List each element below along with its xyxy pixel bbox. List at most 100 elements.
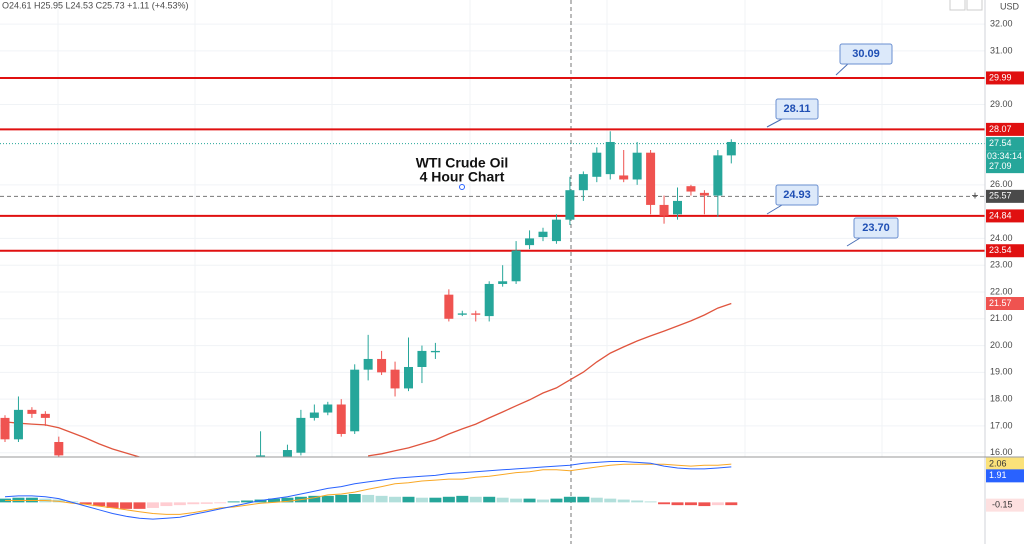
annotation: 4 Hour Chart <box>420 169 505 185</box>
callout-label: 24.93 <box>783 189 811 201</box>
price-axis: 16.00 17.00 18.00 19.00 20.00 21.00 22.00 23.00… <box>971 18 1024 512</box>
candle-body <box>390 369 400 389</box>
histogram-bar <box>671 502 684 506</box>
y-tick-label: 19.00 <box>990 367 1013 377</box>
callout-leader <box>766 118 783 128</box>
histogram-bar <box>146 502 159 508</box>
candle-body <box>296 417 306 453</box>
level-tag <box>986 71 1024 85</box>
histogram-bar <box>442 496 455 503</box>
histogram-bar <box>93 502 106 507</box>
candle-body <box>498 281 508 284</box>
candle-body <box>511 250 521 282</box>
callout-box <box>839 43 893 65</box>
callout-leader <box>846 237 861 247</box>
histogram-bar <box>617 499 630 503</box>
macd-pane <box>0 458 738 544</box>
histogram-bar <box>133 502 146 509</box>
candle-body <box>282 450 292 457</box>
currency: USD <box>1000 1 1020 11</box>
crosshair-tag-label: 25.57 <box>989 191 1012 201</box>
y-tick-label: 21.00 <box>990 313 1013 323</box>
y-tick-label: 26.00 <box>990 179 1013 189</box>
candle-body <box>619 175 629 180</box>
reference-tag-label: 27.09 <box>989 161 1012 171</box>
y-tick-label: 22.00 <box>990 286 1013 296</box>
candle-body <box>578 174 588 191</box>
histogram-bar <box>106 502 119 508</box>
candle-body <box>605 141 615 175</box>
histogram-bar <box>510 498 523 503</box>
histogram-bar <box>456 495 469 503</box>
y-tick-label: 32.00 <box>990 18 1013 28</box>
candle-body <box>430 350 440 353</box>
histogram-bar <box>604 498 617 503</box>
histogram-bar <box>711 502 724 506</box>
histogram-bar <box>550 498 563 503</box>
callout-label: 30.09 <box>852 48 880 60</box>
y-tick-label: 29.00 <box>990 99 1013 109</box>
annotation: WTI Crude Oil <box>416 155 509 171</box>
candle-body <box>444 294 454 319</box>
histogram-bar <box>523 498 536 503</box>
histogram-bar <box>160 502 173 507</box>
y-tick-label: 23.00 <box>990 260 1013 270</box>
signal-line <box>5 463 732 515</box>
candle-body <box>673 200 682 215</box>
candle-body <box>363 358 373 370</box>
histogram-bar <box>389 496 402 503</box>
annotation-anchor <box>459 184 465 190</box>
toolbar-button[interactable] <box>966 0 983 11</box>
histogram-bar <box>214 502 227 504</box>
histogram-bar <box>590 497 603 503</box>
crosshair-tag <box>986 189 1024 203</box>
histogram-bar <box>173 502 186 506</box>
level-tag <box>986 244 1024 258</box>
crosshair-plus: + <box>971 189 978 203</box>
current-price-tag <box>986 137 1024 151</box>
callout-box <box>853 217 899 239</box>
callout-leader <box>766 204 783 215</box>
histogram-bar <box>496 497 509 503</box>
histogram-bar <box>79 502 92 505</box>
candle-body <box>417 350 427 367</box>
histogram-bar <box>631 500 644 503</box>
ma-tag-label: 21.57 <box>989 298 1012 308</box>
histogram-bar <box>402 496 415 503</box>
macd-line <box>4 461 732 520</box>
callout-label: 23.70 <box>862 222 890 234</box>
ohlc-header: O24.61 H25.95 L24.53 C25.73 +1.11 (+4.53… <box>2 0 188 10</box>
ma-tag <box>986 297 1024 311</box>
candle-body <box>525 238 535 246</box>
y-tick-label: 18.00 <box>990 394 1013 404</box>
candle-body <box>484 283 494 317</box>
signal-tag-label: 2.06 <box>989 458 1007 468</box>
histogram-bar <box>577 496 590 503</box>
callout-box <box>775 184 819 206</box>
candle-body <box>565 190 575 220</box>
histogram-bar <box>268 498 280 503</box>
candle-body <box>726 141 736 156</box>
candle-body <box>13 409 23 440</box>
candle-body <box>699 192 709 196</box>
candle-body <box>40 413 50 418</box>
candle-body <box>27 409 37 414</box>
candle-body <box>646 152 656 205</box>
candle-body <box>457 313 467 315</box>
reference-tag <box>986 160 1024 174</box>
candle-body <box>323 404 333 413</box>
histogram-bar <box>227 501 240 503</box>
candle-body <box>404 366 413 389</box>
candle-body <box>350 369 360 432</box>
level-tag-label: 23.54 <box>989 245 1012 255</box>
histogram-bar <box>241 500 254 503</box>
level-tag-label: 29.99 <box>989 72 1012 82</box>
y-tick-label: 24.00 <box>990 233 1013 243</box>
histogram-tag <box>986 498 1024 512</box>
toolbar-button[interactable] <box>949 0 966 11</box>
candle-body <box>538 231 548 238</box>
histogram-bar <box>321 495 334 503</box>
histogram-bar <box>698 502 711 507</box>
